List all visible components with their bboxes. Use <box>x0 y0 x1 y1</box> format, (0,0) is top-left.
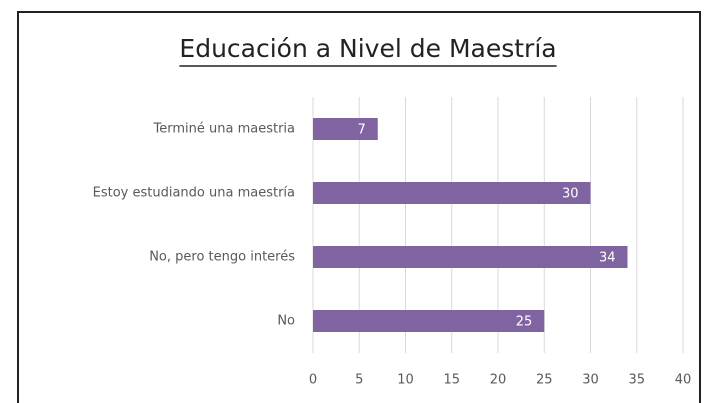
x-tick-label: 35 <box>628 373 645 388</box>
x-tick-label: 0 <box>309 373 317 388</box>
x-tick-label: 20 <box>490 373 507 388</box>
chart-title: Educación a Nivel de Maestría <box>179 34 556 63</box>
bar <box>313 310 545 332</box>
data-label: 30 <box>562 187 579 202</box>
bar <box>313 118 378 140</box>
data-label: 7 <box>357 123 365 138</box>
x-tick-label: 25 <box>536 373 553 388</box>
x-tick-label: 30 <box>582 373 599 388</box>
data-label: 34 <box>599 251 616 266</box>
x-tick-label: 10 <box>397 373 414 388</box>
bar <box>313 182 591 204</box>
y-tick-label: No, pero tengo interés <box>149 250 295 265</box>
x-tick-label: 15 <box>443 373 460 388</box>
y-tick-label: Estoy estudiando una maestría <box>93 186 295 201</box>
bar <box>313 246 628 268</box>
data-label: 25 <box>516 315 533 330</box>
y-tick-label: No <box>277 314 295 329</box>
x-tick-label: 40 <box>675 373 692 388</box>
x-tick-label: 5 <box>355 373 363 388</box>
y-tick-label: Terminé una maestria <box>153 122 296 137</box>
